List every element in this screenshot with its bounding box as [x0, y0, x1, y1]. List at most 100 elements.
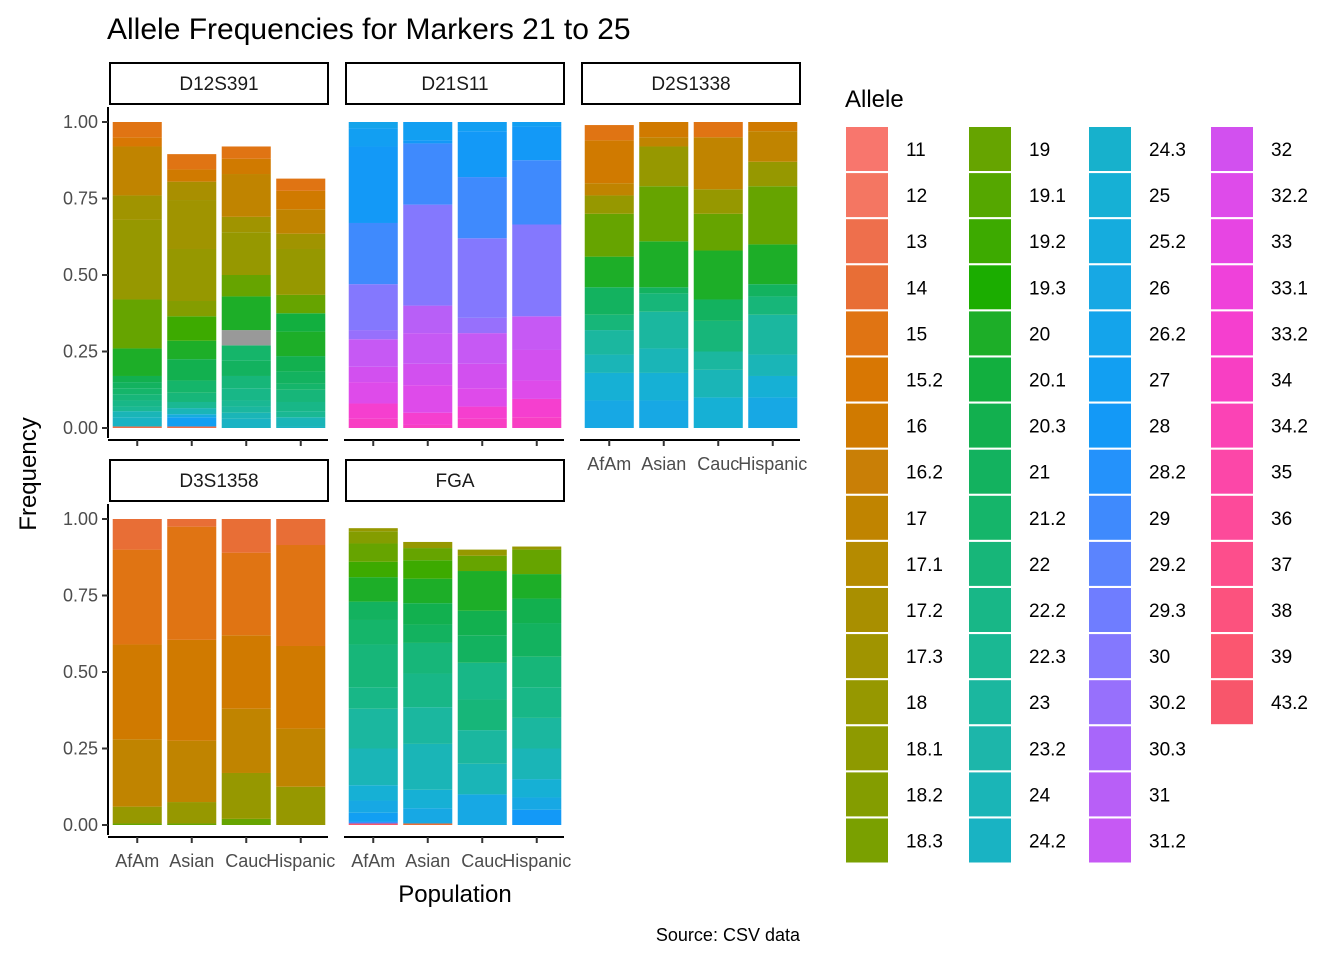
- legend-item: 17.3: [846, 634, 943, 679]
- legend-item: 30.3: [1089, 726, 1186, 771]
- bar-segment: [403, 603, 453, 625]
- bar-segment: [167, 417, 217, 427]
- y-tick-label: 1.00: [63, 112, 98, 132]
- bar-segment: [348, 748, 398, 786]
- bar-segment: [112, 806, 162, 824]
- legend-key: [1089, 449, 1131, 494]
- bar-segment: [221, 275, 271, 297]
- bar-segment: [348, 528, 398, 532]
- bar-segment: [221, 708, 271, 773]
- legend-key: [846, 403, 888, 448]
- bar-segment: [221, 418, 271, 428]
- legend-label: 33: [1271, 232, 1292, 253]
- legend-item: 38: [1211, 588, 1292, 632]
- bar-segment: [167, 401, 217, 409]
- legend-item: 37: [1211, 541, 1292, 586]
- facet-D12S391: D12S391 0.00 0.25 0.50 0.75 1.00: [63, 62, 329, 446]
- legend-item: 22.3: [969, 634, 1066, 679]
- legend-key: [1089, 357, 1131, 402]
- x-tick-label: Asian: [405, 851, 450, 871]
- bar-segment: [167, 823, 217, 825]
- x-tick-label: AfAm: [115, 851, 159, 871]
- legend-item: 18: [846, 680, 927, 725]
- legend-item: 35: [1211, 449, 1292, 494]
- bar-segment: [221, 296, 271, 331]
- bar-segment: [348, 122, 398, 129]
- legend-key: [846, 265, 888, 310]
- bar-segment: [167, 169, 217, 182]
- legend-label: 39: [1271, 647, 1292, 668]
- bar-segment: [639, 146, 689, 187]
- legend-label: 43.2: [1271, 693, 1308, 714]
- x-tick-label: Hispanic: [738, 454, 807, 474]
- bar-segment: [639, 122, 689, 138]
- legend-item: 19: [969, 127, 1050, 171]
- bar-segment: [276, 645, 326, 729]
- bar-segment: [639, 348, 689, 373]
- bar-segment: [276, 786, 326, 825]
- bar-segment: [167, 519, 217, 527]
- bar-segment: [348, 366, 398, 383]
- bar-segment: [584, 314, 634, 331]
- legend-key: [1089, 772, 1131, 817]
- legend-label: 15.2: [906, 371, 943, 392]
- bar-segment: [403, 143, 453, 205]
- bar-segment: [457, 571, 507, 611]
- legend-item: 15.2: [846, 357, 943, 402]
- legend-key: [1211, 219, 1253, 264]
- legend-item: 28.2: [1089, 449, 1186, 494]
- legend-key: [1211, 357, 1253, 402]
- bar-segment: [748, 354, 798, 376]
- bar-segment: [457, 635, 507, 663]
- bar-segment: [276, 178, 326, 191]
- legend-key: [1089, 311, 1131, 356]
- legend-label: 18.2: [906, 785, 943, 806]
- bar-segment: [348, 823, 398, 825]
- legend-label: 19.1: [1029, 186, 1066, 207]
- legend-item: 17: [846, 495, 927, 540]
- strip-box: [109, 62, 329, 105]
- legend-label: 20.3: [1029, 417, 1066, 438]
- legend-key: [1211, 495, 1253, 540]
- bar-segment: [167, 154, 217, 170]
- legend-item: 23.2: [969, 726, 1066, 771]
- legend-item: 27: [1089, 357, 1170, 402]
- legend-label: 31.2: [1149, 832, 1186, 853]
- bar-segment: [348, 800, 398, 813]
- legend-key: [969, 403, 1011, 448]
- legend-item: 24.3: [1089, 127, 1186, 171]
- bar-segment: [512, 417, 562, 428]
- legend-label: 21: [1029, 463, 1050, 484]
- legend-key: [1089, 588, 1131, 632]
- legend-key: [1211, 680, 1253, 725]
- bar-segment: [457, 131, 507, 178]
- bar-segment: [276, 233, 326, 249]
- bar-segment: [403, 424, 453, 428]
- bar-segment: [748, 244, 798, 285]
- bar-segment: [112, 549, 162, 645]
- y-tick-label: 0.75: [63, 189, 98, 209]
- bar-segment: [584, 183, 634, 196]
- legend-label: 17.2: [906, 601, 943, 622]
- legend-label: 24: [1029, 785, 1051, 806]
- legend-label: 34: [1271, 371, 1293, 392]
- legend-label: 24.2: [1029, 832, 1066, 853]
- legend-item: 33.2: [1211, 311, 1308, 356]
- legend-key: [1211, 311, 1253, 356]
- legend-key: [969, 818, 1011, 863]
- bar-segment: [112, 739, 162, 807]
- bar-segment: [348, 812, 398, 822]
- bar-segment: [457, 699, 507, 731]
- x-tick-label: Hispanic: [502, 851, 571, 871]
- legend-item: 29.3: [1089, 588, 1186, 632]
- bar-segment: [348, 222, 398, 285]
- legend-key: [1211, 127, 1253, 171]
- x-tick-label: AfAm: [587, 454, 631, 474]
- bar-segment: [693, 189, 743, 214]
- bar-segment: [112, 388, 162, 395]
- legend-key: [1089, 265, 1131, 310]
- bar-segment: [112, 375, 162, 383]
- bar-segment: [512, 160, 562, 225]
- bar-segment: [584, 372, 634, 401]
